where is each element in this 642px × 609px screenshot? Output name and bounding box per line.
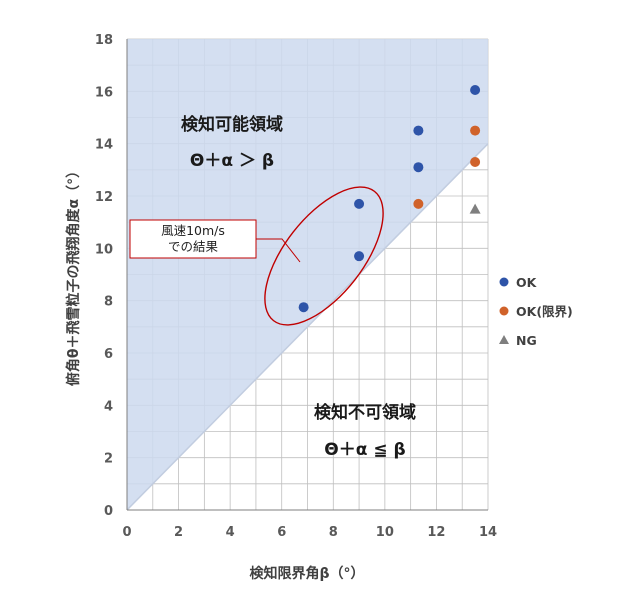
x-axis-title: 検知限界角β（°） [249,565,364,582]
data-point-ng [469,203,481,214]
legend-marker [499,277,509,287]
data-point-ok-limit [470,125,481,136]
data-point-ok-limit [413,198,424,209]
y-tick-label: 2 [104,452,113,467]
boundary-line [126,143,489,511]
tick-labels: 0 2 4 6 8 10 12 14 0 2 4 6 8 10 12 14 16 18 [95,33,497,540]
callout-line-2: での結果 [168,239,219,254]
legend-marker-ng [499,335,509,344]
x-tick-label: 8 [329,525,338,540]
callout-leader-line [256,238,301,263]
legend-marker [499,306,509,316]
x-tick-label: 4 [226,525,235,540]
undetectable-region-title: 検知不可領域 [314,402,416,423]
data-point-ok-limit [470,156,481,167]
data-point-ok [354,198,365,209]
data-point-ok [470,85,481,96]
legend-label: NG [516,333,537,348]
callout-box [129,219,257,259]
detectable-region-fill [127,39,488,510]
y-tick-label: 18 [95,33,113,48]
x-tick-label: 10 [376,525,394,540]
undetectable-region-formula: Θ＋α ≦ β [324,440,405,460]
x-tick-label: 0 [122,525,131,540]
x-tick-label: 12 [427,525,445,540]
y-axis-title: 俯角θ＋飛雪粒子の飛翔角度α（°） [65,164,82,386]
callout-line-1: 風速10m/s [161,223,225,238]
data-point-ok [354,251,365,262]
y-tick-label: 6 [104,347,113,362]
legend-label: OK(限界) [516,304,573,319]
detectable-region [126,39,489,511]
y-tick-label: 14 [95,138,113,153]
legend-label: OK [516,275,538,290]
y-tick-label: 8 [104,295,113,310]
y-tick-label: 0 [104,504,113,519]
data-point-ok [413,162,424,173]
data-point-ok [298,302,309,313]
legend: OK OK(限界) NG [499,275,573,348]
y-tick-label: 4 [104,399,113,414]
y-tick-label: 16 [95,85,113,100]
x-tick-label: 2 [174,525,183,540]
x-tick-label: 6 [277,525,286,540]
detectable-region-title: 検知可能領域 [181,114,283,135]
y-tick-label: 10 [95,242,113,257]
axes [126,39,488,511]
detectable-region-formula: Θ＋α ＞ β [190,151,274,171]
data-point-ok [413,125,424,136]
y-tick-label: 12 [95,190,113,205]
data-points [298,85,481,313]
x-tick-label: 14 [479,525,497,540]
highlight-ellipse [264,186,384,326]
